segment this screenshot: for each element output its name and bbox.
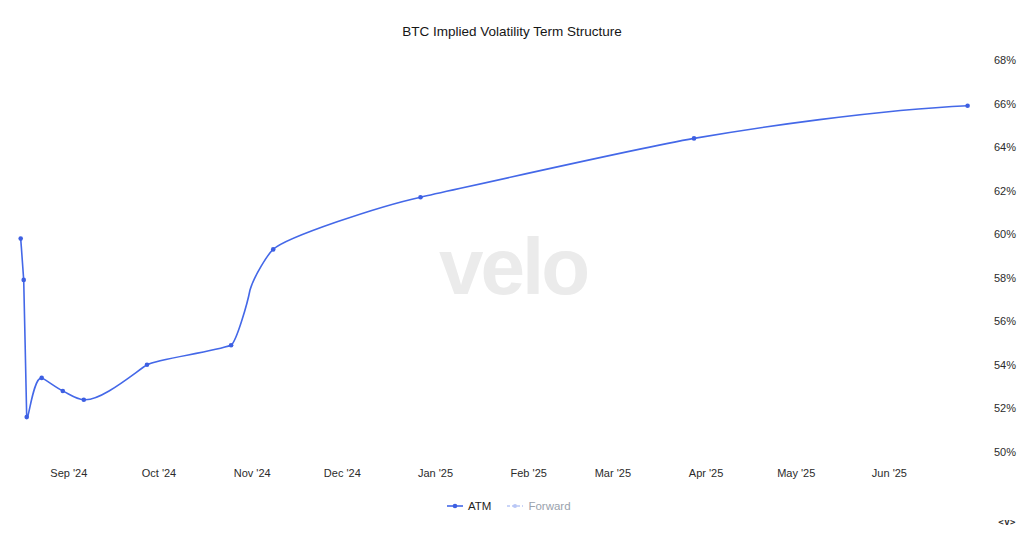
x-axis-labels: Sep '24 Oct '24 Nov '24 Dec '24 Jan '25 Feb '… (50, 467, 907, 479)
y-axis-label: 66% (994, 98, 1016, 110)
atm-data-point[interactable] (692, 136, 697, 141)
x-axis-label: Nov '24 (234, 467, 271, 479)
atm-data-point[interactable] (39, 376, 44, 381)
atm-legend-marker-icon (447, 501, 463, 511)
atm-data-point[interactable] (24, 415, 29, 420)
atm-data-point[interactable] (418, 195, 423, 200)
y-axis-label: 50% (994, 446, 1016, 458)
y-axis-label: 56% (994, 315, 1016, 327)
y-axis-label: 64% (994, 141, 1016, 153)
chart-app: velo BTC Implied Volatility Term Structu… (0, 0, 1024, 536)
velo-logo: <v> (998, 517, 1016, 527)
x-axis-label: Apr '25 (689, 467, 724, 479)
x-axis-label: Feb '25 (511, 467, 547, 479)
y-axis-label: 62% (994, 185, 1016, 197)
legend-item-forward[interactable]: Forward (507, 500, 570, 512)
x-axis-label: Sep '24 (50, 467, 87, 479)
atm-data-point[interactable] (145, 363, 150, 368)
chart-legend: ATM Forward (447, 498, 571, 514)
atm-data-point[interactable] (21, 278, 26, 283)
atm-data-point[interactable] (61, 389, 66, 394)
x-axis-label: Oct '24 (142, 467, 177, 479)
x-axis-label: May '25 (777, 467, 815, 479)
atm-line (21, 106, 968, 418)
x-axis-label: Mar '25 (595, 467, 631, 479)
y-axis-label: 54% (994, 359, 1016, 371)
atm-data-point[interactable] (965, 103, 970, 108)
y-axis-label: 52% (994, 402, 1016, 414)
atm-data-point[interactable] (18, 236, 23, 241)
atm-data-point[interactable] (229, 343, 234, 348)
forward-legend-marker-icon (507, 501, 523, 511)
chart-title: BTC Implied Volatility Term Structure (402, 24, 622, 39)
atm-data-point[interactable] (271, 247, 276, 252)
chart-canvas[interactable]: BTC Implied Volatility Term Structure 68… (0, 0, 1024, 536)
y-axis-labels: 68% 66% 64% 62% 60% 58% 56% 54% 52% 50% (994, 54, 1016, 458)
legend-item-atm[interactable]: ATM (447, 500, 491, 512)
y-axis-label: 58% (994, 272, 1016, 284)
x-axis-label: Dec '24 (324, 467, 361, 479)
y-axis-label: 68% (994, 54, 1016, 66)
y-axis-label: 60% (994, 228, 1016, 240)
series-atm (18, 103, 969, 419)
legend-label-forward: Forward (528, 500, 570, 512)
x-axis-label: Jun '25 (872, 467, 907, 479)
legend-label-atm: ATM (468, 500, 491, 512)
x-axis-label: Jan '25 (418, 467, 453, 479)
atm-data-point[interactable] (82, 397, 87, 402)
